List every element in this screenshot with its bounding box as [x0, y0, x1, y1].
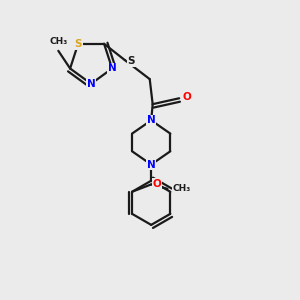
Text: N: N: [87, 79, 95, 89]
Text: CH₃: CH₃: [49, 38, 68, 46]
Text: O: O: [153, 179, 161, 189]
Text: S: S: [74, 39, 82, 49]
Text: N: N: [147, 116, 156, 125]
Text: CH₃: CH₃: [173, 184, 191, 193]
Text: N: N: [147, 160, 156, 170]
Text: N: N: [108, 64, 116, 74]
Text: S: S: [128, 56, 135, 67]
Text: O: O: [182, 92, 191, 102]
